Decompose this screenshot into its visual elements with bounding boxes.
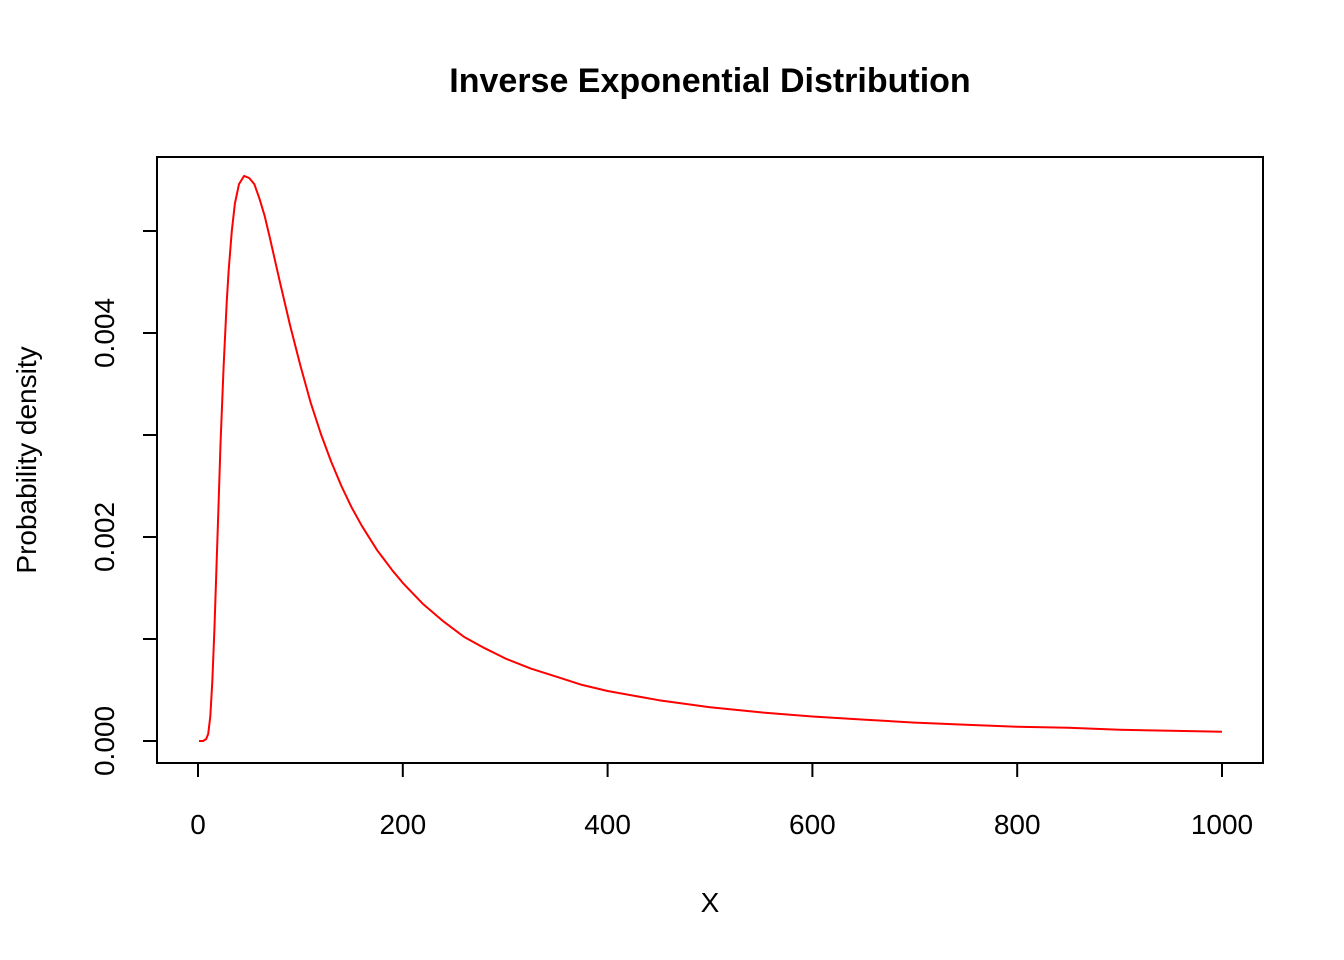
y-tick-label: 0.002	[89, 502, 120, 572]
y-tick-label: 0.004	[89, 298, 120, 368]
x-tick-label: 1000	[1191, 809, 1253, 840]
x-axis: 0 200 400 600 800 1000	[190, 762, 1253, 840]
x-tick-label: 200	[379, 809, 426, 840]
y-axis-label: Probability density	[11, 346, 42, 573]
x-tick-label: 400	[584, 809, 631, 840]
density-curve	[199, 174, 1223, 742]
x-axis-label: X	[701, 887, 720, 918]
chart-title: Inverse Exponential Distribution	[449, 62, 970, 100]
x-tick-label: 600	[789, 809, 836, 840]
x-tick-label: 800	[994, 809, 1041, 840]
x-tick-label: 0	[190, 809, 206, 840]
plot-frame	[156, 156, 1264, 764]
series-layer	[199, 174, 1223, 742]
y-axis: 0.000 0.002 0.004	[89, 230, 158, 776]
y-tick-label: 0.000	[89, 706, 120, 776]
